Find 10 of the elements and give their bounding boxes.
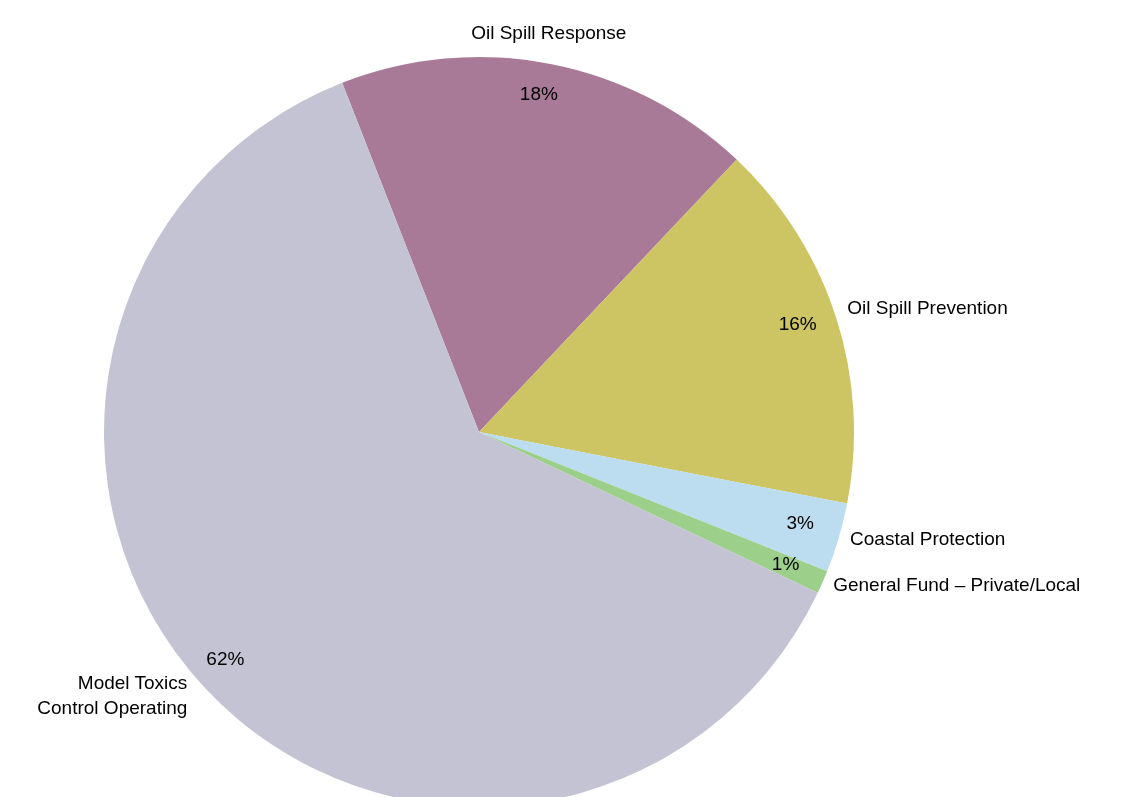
slice-label: Oil Spill Prevention [847, 296, 1008, 318]
data-label: 62% [206, 648, 245, 670]
slice-label: Oil Spill Response [471, 21, 627, 43]
slice-label: General Fund – Private/Local [833, 573, 1081, 595]
data-label: 18% [519, 82, 558, 104]
slice-label: Coastal Protection [850, 527, 1006, 549]
slice-label: Model Toxics Control Operating [37, 671, 188, 718]
data-label: 1% [771, 552, 800, 574]
data-label: 16% [778, 312, 817, 334]
data-label: 3% [786, 512, 814, 534]
